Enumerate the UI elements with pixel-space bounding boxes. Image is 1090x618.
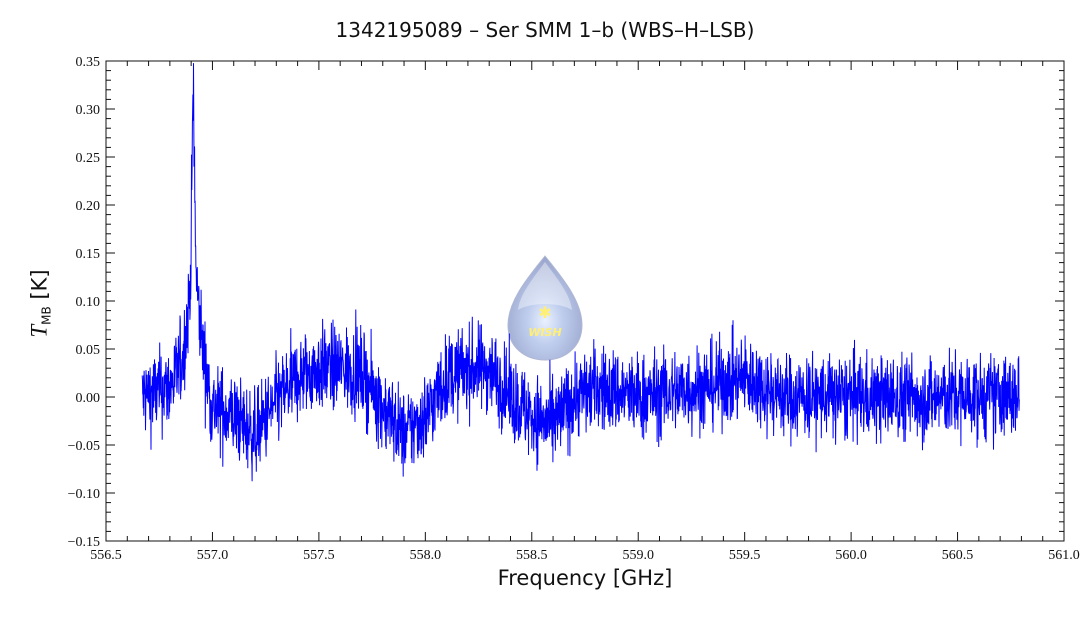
x-tick-label: 561.0 <box>1048 548 1080 563</box>
y-tick-label: 0.30 <box>76 103 101 118</box>
y-tick-label: −0.05 <box>68 439 100 454</box>
y-axis-unit: [K] <box>27 269 52 300</box>
y-axis-subscript: MB <box>39 306 54 325</box>
x-axis-label: Frequency [GHz] <box>497 566 673 590</box>
chart-title: 1342195089 – Ser SMM 1–b (WBS–H–LSB) <box>335 18 755 42</box>
y-tick-label: 0.10 <box>76 295 101 310</box>
y-tick-label: 0.35 <box>76 55 101 70</box>
x-tick-label: 558.0 <box>410 548 442 563</box>
x-tick-label: 557.0 <box>197 548 229 563</box>
wish-logo-text: WISH <box>528 326 561 339</box>
x-tick-label: 557.5 <box>303 548 335 563</box>
x-tick-label: 559.0 <box>622 548 654 563</box>
plot-frame <box>105 60 1065 542</box>
y-axis-label: TMB [K] <box>27 234 54 374</box>
y-tick-label: 0.05 <box>76 343 101 358</box>
y-tick-label: 0.25 <box>76 151 101 166</box>
x-tick-label: 559.5 <box>729 548 761 563</box>
y-tick-label: 0.00 <box>76 391 101 406</box>
y-tick-label: 0.15 <box>76 247 101 262</box>
wish-logo: ✱ WISH <box>507 255 583 361</box>
x-tick-label: 558.5 <box>516 548 548 563</box>
svg-text:✱: ✱ <box>538 303 551 322</box>
y-tick-label: 0.20 <box>76 199 101 214</box>
spectrum-line <box>141 63 1020 482</box>
x-tick-label: 560.0 <box>835 548 867 563</box>
x-tick-label: 560.5 <box>942 548 974 563</box>
x-tick-label: 556.5 <box>90 548 122 563</box>
y-tick-label: −0.10 <box>68 487 100 502</box>
y-tick-label: −0.15 <box>68 535 100 550</box>
y-axis-symbol: T <box>26 324 52 338</box>
